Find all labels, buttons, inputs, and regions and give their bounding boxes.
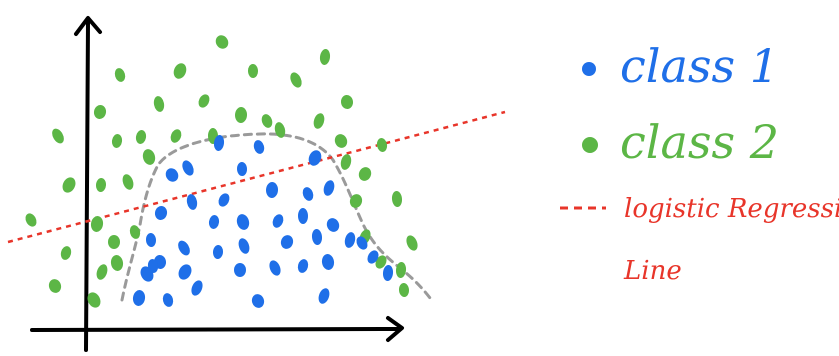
y-axis [84,20,90,352]
class-1-point [234,263,246,277]
class-2-point [60,246,72,260]
class-1-point [367,250,379,264]
class-1-point [265,182,279,198]
axes [30,16,404,352]
class-2-point [114,68,126,82]
class-1-point [356,236,368,250]
class-2-point [358,167,372,181]
class-1-point [178,240,190,256]
legend-class1-label: class 1 [620,39,779,93]
class-1-point [326,218,340,232]
x-axis [30,327,400,332]
class-2-point [122,174,134,190]
class-1-point [272,214,284,228]
class-1-point [208,215,220,229]
class-2-point [135,130,147,144]
class-2-point [173,63,187,79]
class-1-point [186,194,198,210]
class-1-point [308,150,322,166]
class-1-point [382,265,394,281]
class-1-point [191,280,203,296]
class-1-point [212,245,224,259]
class-1-point [297,259,309,273]
class-1-point [302,187,314,201]
class-2-point [153,96,165,112]
class-1-point [323,180,335,196]
class-1-point [251,294,265,308]
class-2-point [274,122,286,138]
class-1-point [154,206,168,220]
class-2-point [108,235,120,249]
class-2-point [313,113,325,129]
class-1-point [253,140,265,154]
class-1-point [236,214,250,230]
class-2-point [375,255,387,269]
logistic-regression-line [7,110,506,244]
class-1-point [321,254,335,270]
class-2-point [395,262,407,278]
class-1-point [178,264,192,280]
class-2-point [398,283,410,297]
class-2-point [198,94,210,108]
class-2-point [62,177,76,193]
class-2-point [111,134,123,148]
class-2-point [52,128,64,144]
class-2-points [25,35,418,308]
class-1-point [318,288,330,304]
legend-class2-label: class 2 [620,115,779,169]
legend-regression-label: logistic Regression's [624,194,839,224]
class-1-point [145,233,157,247]
curved-class-boundary [120,132,432,302]
class-2-point [96,264,108,280]
class-2-point [349,194,363,208]
class-2-point [391,191,403,207]
class-1-point [218,193,230,207]
class-2-point [110,255,124,271]
class-2-point [376,138,388,152]
class-1-point [280,235,294,249]
class-1-point [238,238,250,254]
class-1-point [140,266,154,282]
class-2-point [95,178,107,192]
class-2-point [215,35,229,49]
class-1-point [182,160,194,176]
class-2-point [247,64,259,78]
class-1-point [165,168,179,182]
class-2-point [406,235,418,251]
y-axis-arrowhead [74,16,102,36]
class-2-point [48,279,62,293]
class-2-point [340,95,354,109]
class-1-point [213,135,225,151]
class-1-points [132,135,394,308]
class-2-point [261,114,273,128]
class-2-point [87,292,101,308]
class-2-point [25,213,37,227]
legend-class1-marker [582,62,596,76]
x-axis-arrowhead [386,316,404,342]
class-2-point [319,49,331,65]
legend: class 1 class 2 logistic Regression's Li… [560,39,839,286]
class-1-point [162,293,174,307]
class-2-point [129,225,141,239]
class-1-point [344,232,356,248]
class-2-point [234,107,248,123]
class-2-point [334,134,348,148]
class-1-point [311,229,323,245]
legend-class2-marker [582,137,598,153]
class-1-point [132,290,146,306]
class-2-point [90,216,104,232]
class-2-point [290,72,302,88]
class-2-point [170,129,182,143]
class-2-point [340,154,352,170]
class-2-point [142,149,156,165]
legend-regression-label-line2: Line [623,256,682,286]
class-1-point [236,162,248,176]
class-1-point [297,208,309,224]
class-1-point [269,260,281,276]
class-2-point [93,105,107,119]
